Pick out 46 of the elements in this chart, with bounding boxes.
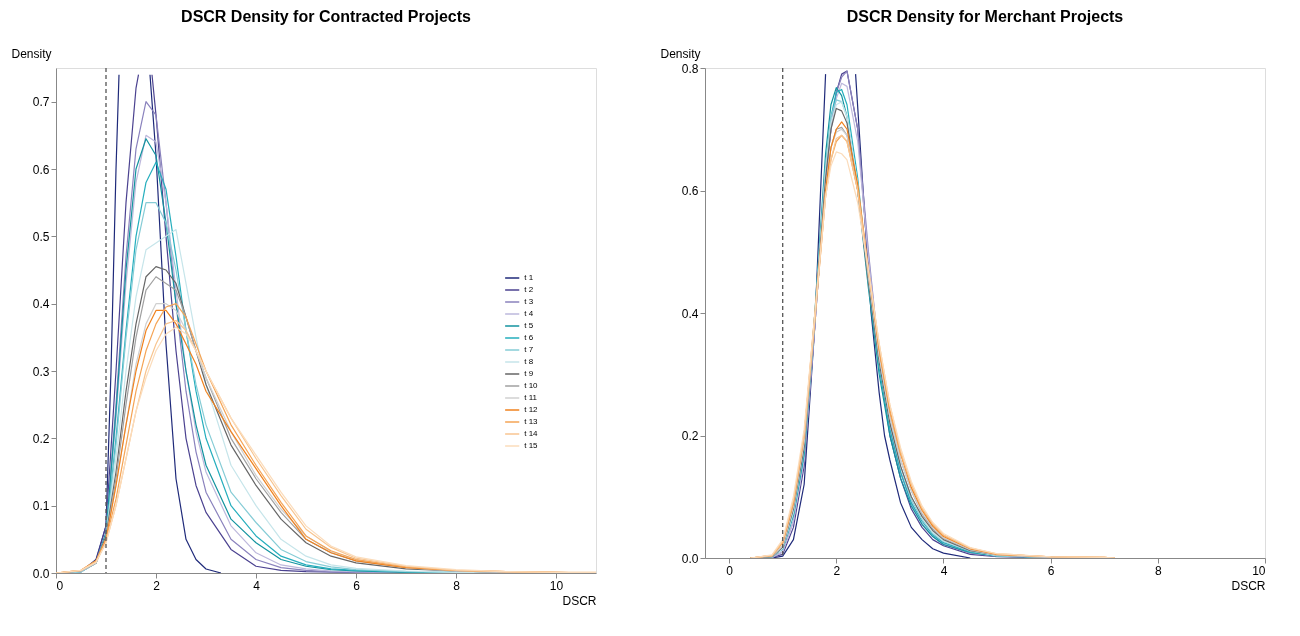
- x-tick-label: 6: [1047, 563, 1055, 578]
- y-tick-label: 0.8: [681, 61, 699, 76]
- legend-label: t 7: [524, 345, 534, 354]
- legend-label: t 6: [524, 333, 534, 342]
- x-tick-label: 8: [453, 578, 461, 593]
- y-tick-label: 0.4: [681, 306, 699, 321]
- y-tick-label: 0.3: [32, 364, 50, 379]
- y-axis-title: Density: [11, 46, 52, 61]
- legend-label: t 3: [524, 297, 534, 306]
- x-tick-label: 4: [253, 578, 261, 593]
- legend-label: t 1: [524, 273, 534, 282]
- x-tick-label: 10: [1252, 563, 1266, 578]
- legend-label: t 2: [524, 285, 534, 294]
- y-tick-label: 0.6: [32, 162, 50, 177]
- x-tick-label: 0: [726, 563, 734, 578]
- x-tick-label: 0: [56, 578, 64, 593]
- legend-label: t 4: [524, 309, 534, 318]
- chart-title: DSCR Density for Contracted Projects: [181, 8, 472, 25]
- y-tick-label: 0.2: [32, 431, 50, 446]
- legend-label: t 9: [524, 369, 534, 378]
- y-tick-label: 0.6: [681, 184, 699, 198]
- x-axis-title: DSCR: [562, 593, 597, 608]
- y-tick-label: 0.2: [681, 429, 699, 443]
- y-tick-label: 0.4: [32, 297, 50, 312]
- y-tick-label: 0.1: [32, 499, 50, 514]
- legend-label: t 10: [524, 381, 539, 390]
- x-tick-label: 2: [833, 563, 841, 578]
- legend-label: t 8: [524, 357, 534, 366]
- y-tick-label: 0.0: [681, 551, 699, 566]
- x-tick-label: 2: [153, 578, 161, 593]
- chart-title: DSCR Density for Merchant Projects: [846, 8, 1124, 25]
- legend-label: t 14: [524, 429, 539, 438]
- legend-label: t 15: [524, 441, 539, 450]
- x-tick-label: 6: [353, 578, 361, 593]
- x-axis-title: DSCR: [1231, 578, 1266, 593]
- x-tick-label: 10: [549, 578, 564, 593]
- y-tick-label: 0.5: [32, 229, 50, 244]
- x-tick-label: 4: [940, 563, 948, 578]
- legend-label: t 11: [524, 393, 538, 402]
- y-axis-title: Density: [660, 46, 701, 61]
- y-tick-label: 0.0: [32, 566, 50, 581]
- x-tick-label: 8: [1154, 563, 1162, 578]
- y-tick-label: 0.7: [32, 95, 50, 110]
- legend-label: t 13: [524, 417, 539, 426]
- legend-label: t 5: [524, 321, 534, 330]
- legend-label: t 12: [524, 405, 539, 414]
